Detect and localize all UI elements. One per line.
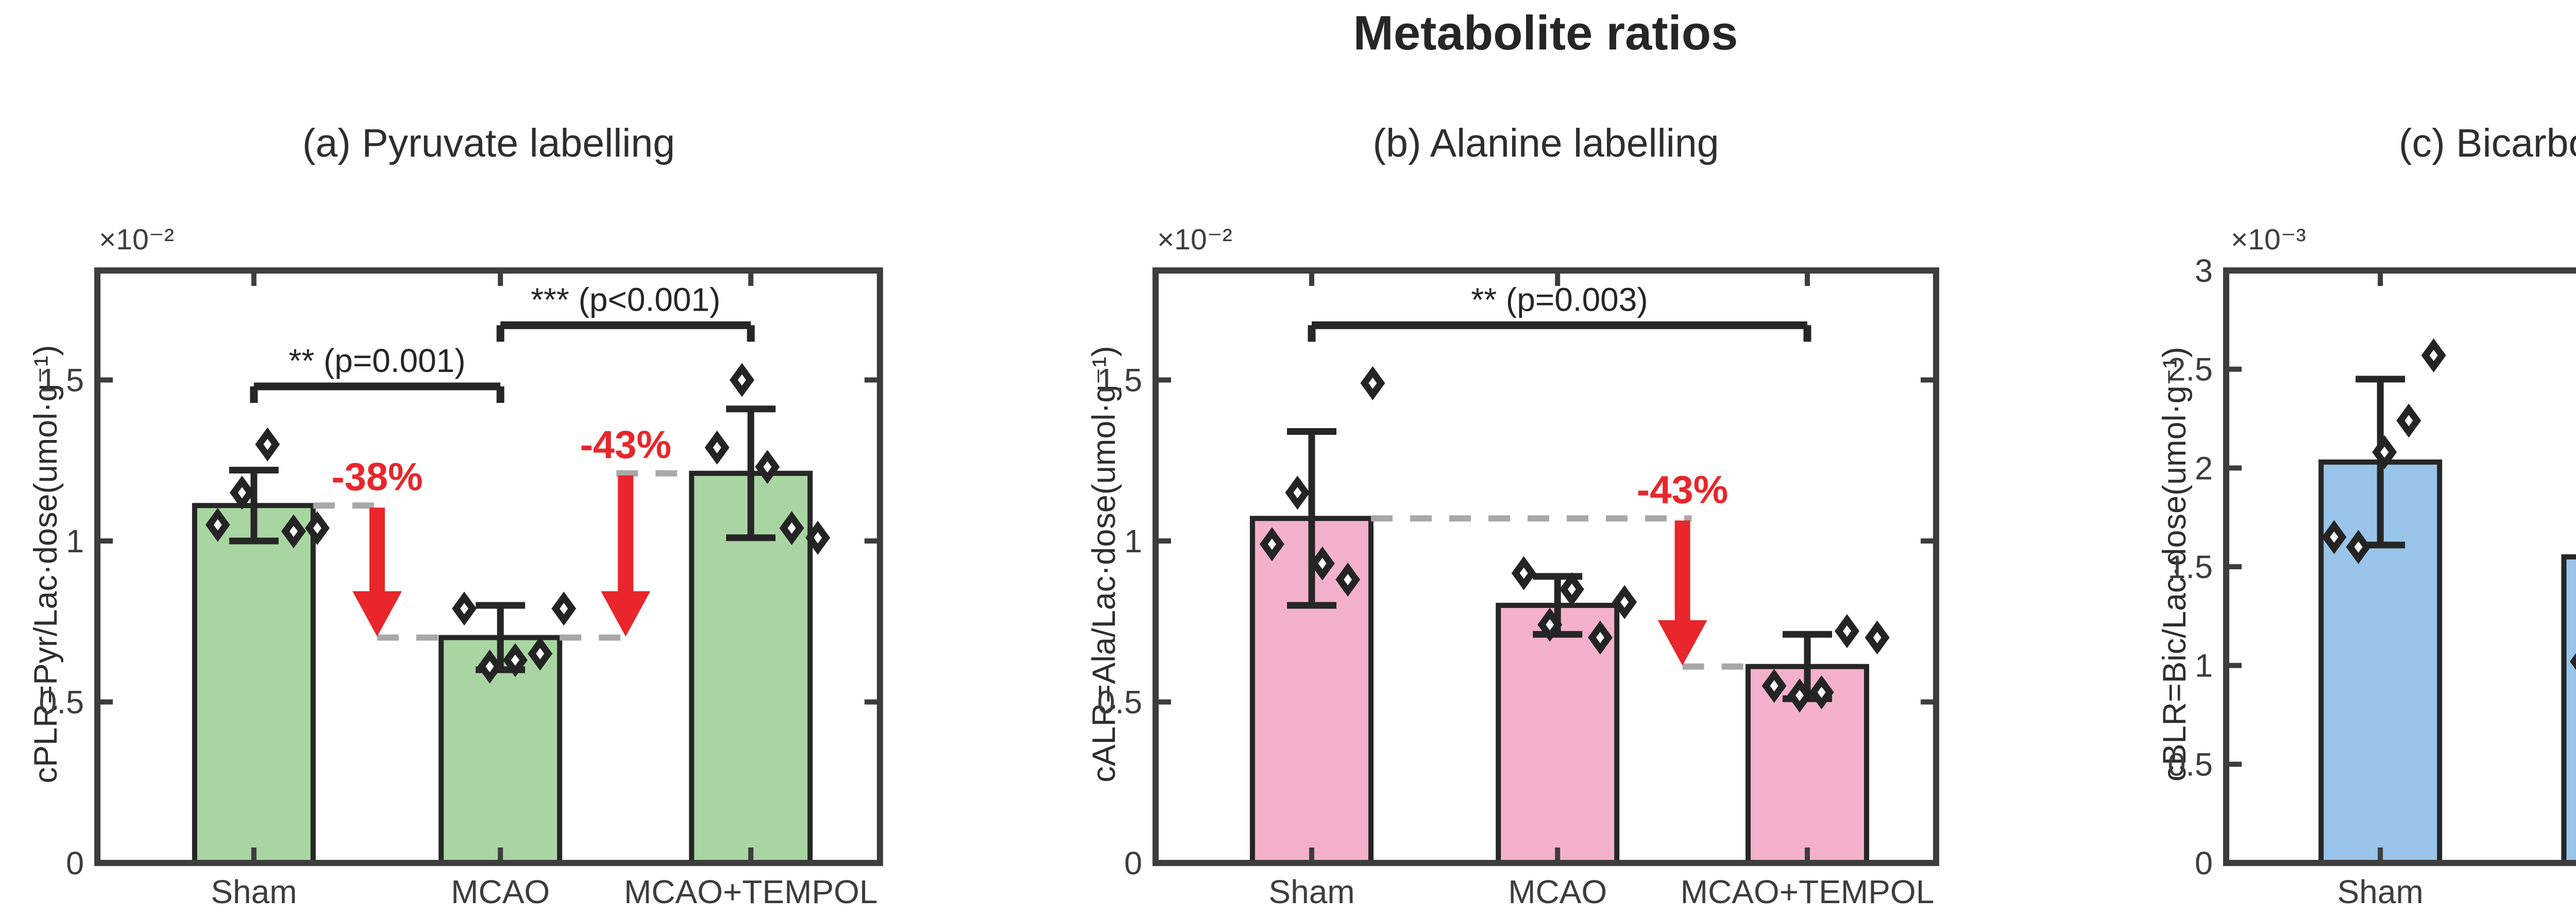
data-point-diamond-center bbox=[2330, 531, 2338, 543]
significance-label: ** (p=0.003) bbox=[1471, 281, 1648, 318]
significance-label: ** (p=0.001) bbox=[289, 342, 465, 379]
y-tick-label: 3 bbox=[2195, 253, 2213, 289]
y-tick-label: 0 bbox=[1124, 845, 1142, 882]
data-point-diamond-center bbox=[2380, 446, 2389, 458]
y-tick-label: 0.5 bbox=[2167, 747, 2213, 783]
axis-frame bbox=[94, 267, 883, 866]
y-tick-label: 2 bbox=[2195, 450, 2213, 486]
data-point-diamond-center bbox=[1318, 557, 1327, 569]
data-point-diamond-center bbox=[1817, 686, 1826, 698]
panel-b-title: (b) Alanine labelling bbox=[1372, 121, 1719, 165]
x-category-label: MCAO bbox=[451, 873, 550, 910]
data-point-diamond-center bbox=[738, 374, 747, 386]
decrease-arrow-icon bbox=[352, 591, 402, 637]
y-tick-label: 1.5 bbox=[2167, 549, 2213, 585]
decrease-arrow-icon bbox=[601, 591, 651, 637]
data-point-diamond-center bbox=[1620, 596, 1629, 608]
y-tick-label: 0 bbox=[66, 845, 84, 882]
x-category-label: Sham bbox=[211, 873, 297, 910]
bar-sham bbox=[192, 503, 316, 866]
data-point-diamond-center bbox=[1596, 632, 1605, 643]
panel-b-exponent: ×10⁻² bbox=[1157, 223, 1232, 256]
y-tick-label: 0.5 bbox=[39, 685, 84, 721]
bar-mcao bbox=[2561, 554, 2576, 866]
data-point-diamond-center bbox=[213, 519, 222, 531]
data-point-diamond-center bbox=[1770, 680, 1778, 692]
data-point-diamond-center bbox=[2429, 349, 2438, 361]
percent-drop-label: -43% bbox=[580, 423, 671, 467]
data-point-diamond-center bbox=[485, 660, 494, 672]
percent-drop-label: -38% bbox=[331, 455, 422, 499]
panel-c-title: (c) Bicarbonate labelling bbox=[2398, 121, 2576, 165]
data-point-diamond-center bbox=[1546, 619, 1554, 631]
data-point-diamond-center bbox=[536, 648, 545, 659]
data-point-diamond-center bbox=[713, 442, 721, 453]
significance-label: *** (p<0.001) bbox=[531, 281, 720, 318]
x-category-label: Sham bbox=[1268, 873, 1354, 910]
data-point-diamond-center bbox=[511, 654, 520, 666]
y-tick-label: 0 bbox=[2195, 845, 2213, 882]
panel-a-exponent: ×10⁻² bbox=[99, 223, 174, 256]
axis-frame bbox=[1153, 267, 1939, 866]
data-point-diamond-center bbox=[238, 487, 246, 499]
x-category-label: Sham bbox=[2337, 873, 2424, 910]
x-category-label: MCAO+TEMPOL bbox=[1681, 873, 1935, 910]
decrease-arrow-icon bbox=[1657, 620, 1707, 666]
data-point-diamond-center bbox=[1293, 487, 1302, 499]
data-point-diamond bbox=[2570, 653, 2576, 670]
y-tick-label: 1 bbox=[66, 523, 84, 560]
data-point-diamond-center bbox=[2404, 415, 2413, 427]
y-tick-label: 1.5 bbox=[39, 363, 84, 399]
panel-c-exponent: ×10⁻³ bbox=[2231, 223, 2306, 256]
data-point-diamond-center bbox=[263, 438, 272, 450]
y-tick-label: 1 bbox=[2195, 648, 2213, 684]
y-tick-label: 1 bbox=[1124, 523, 1142, 560]
y-tick-label: 0.5 bbox=[1097, 685, 1142, 721]
data-point-diamond-center bbox=[1368, 377, 1377, 389]
y-tick-label: 2.5 bbox=[2167, 352, 2213, 388]
data-point-diamond-center bbox=[1267, 538, 1276, 550]
data-point-diamond-center bbox=[289, 526, 298, 537]
data-point-diamond-center bbox=[1344, 574, 1352, 585]
data-point-diamond-center bbox=[1519, 567, 1528, 579]
data-point-diamond-center bbox=[1843, 625, 1852, 637]
data-point-diamond-center bbox=[787, 522, 796, 534]
data-point-diamond-center bbox=[763, 461, 772, 473]
figure-title: Metabolite ratios bbox=[1353, 6, 1738, 60]
y-tick-label: 1.5 bbox=[1097, 363, 1142, 399]
percent-drop-label: -43% bbox=[1637, 468, 1728, 512]
data-point-diamond-center bbox=[2354, 541, 2363, 553]
data-point-diamond-center bbox=[560, 603, 568, 615]
x-category-label: MCAO bbox=[2573, 873, 2576, 910]
data-point-diamond-center bbox=[1873, 632, 1882, 643]
data-point-diamond-center bbox=[313, 522, 321, 534]
data-point-diamond-center bbox=[1795, 690, 1804, 701]
data-point-diamond-center bbox=[1567, 583, 1576, 595]
x-category-label: MCAO bbox=[1508, 873, 1607, 910]
panel-a-title: (a) Pyruvate labelling bbox=[302, 121, 675, 165]
data-point-diamond-center bbox=[460, 603, 469, 615]
x-category-label: MCAO+TEMPOL bbox=[624, 873, 878, 910]
data-point-diamond-center bbox=[814, 532, 822, 544]
